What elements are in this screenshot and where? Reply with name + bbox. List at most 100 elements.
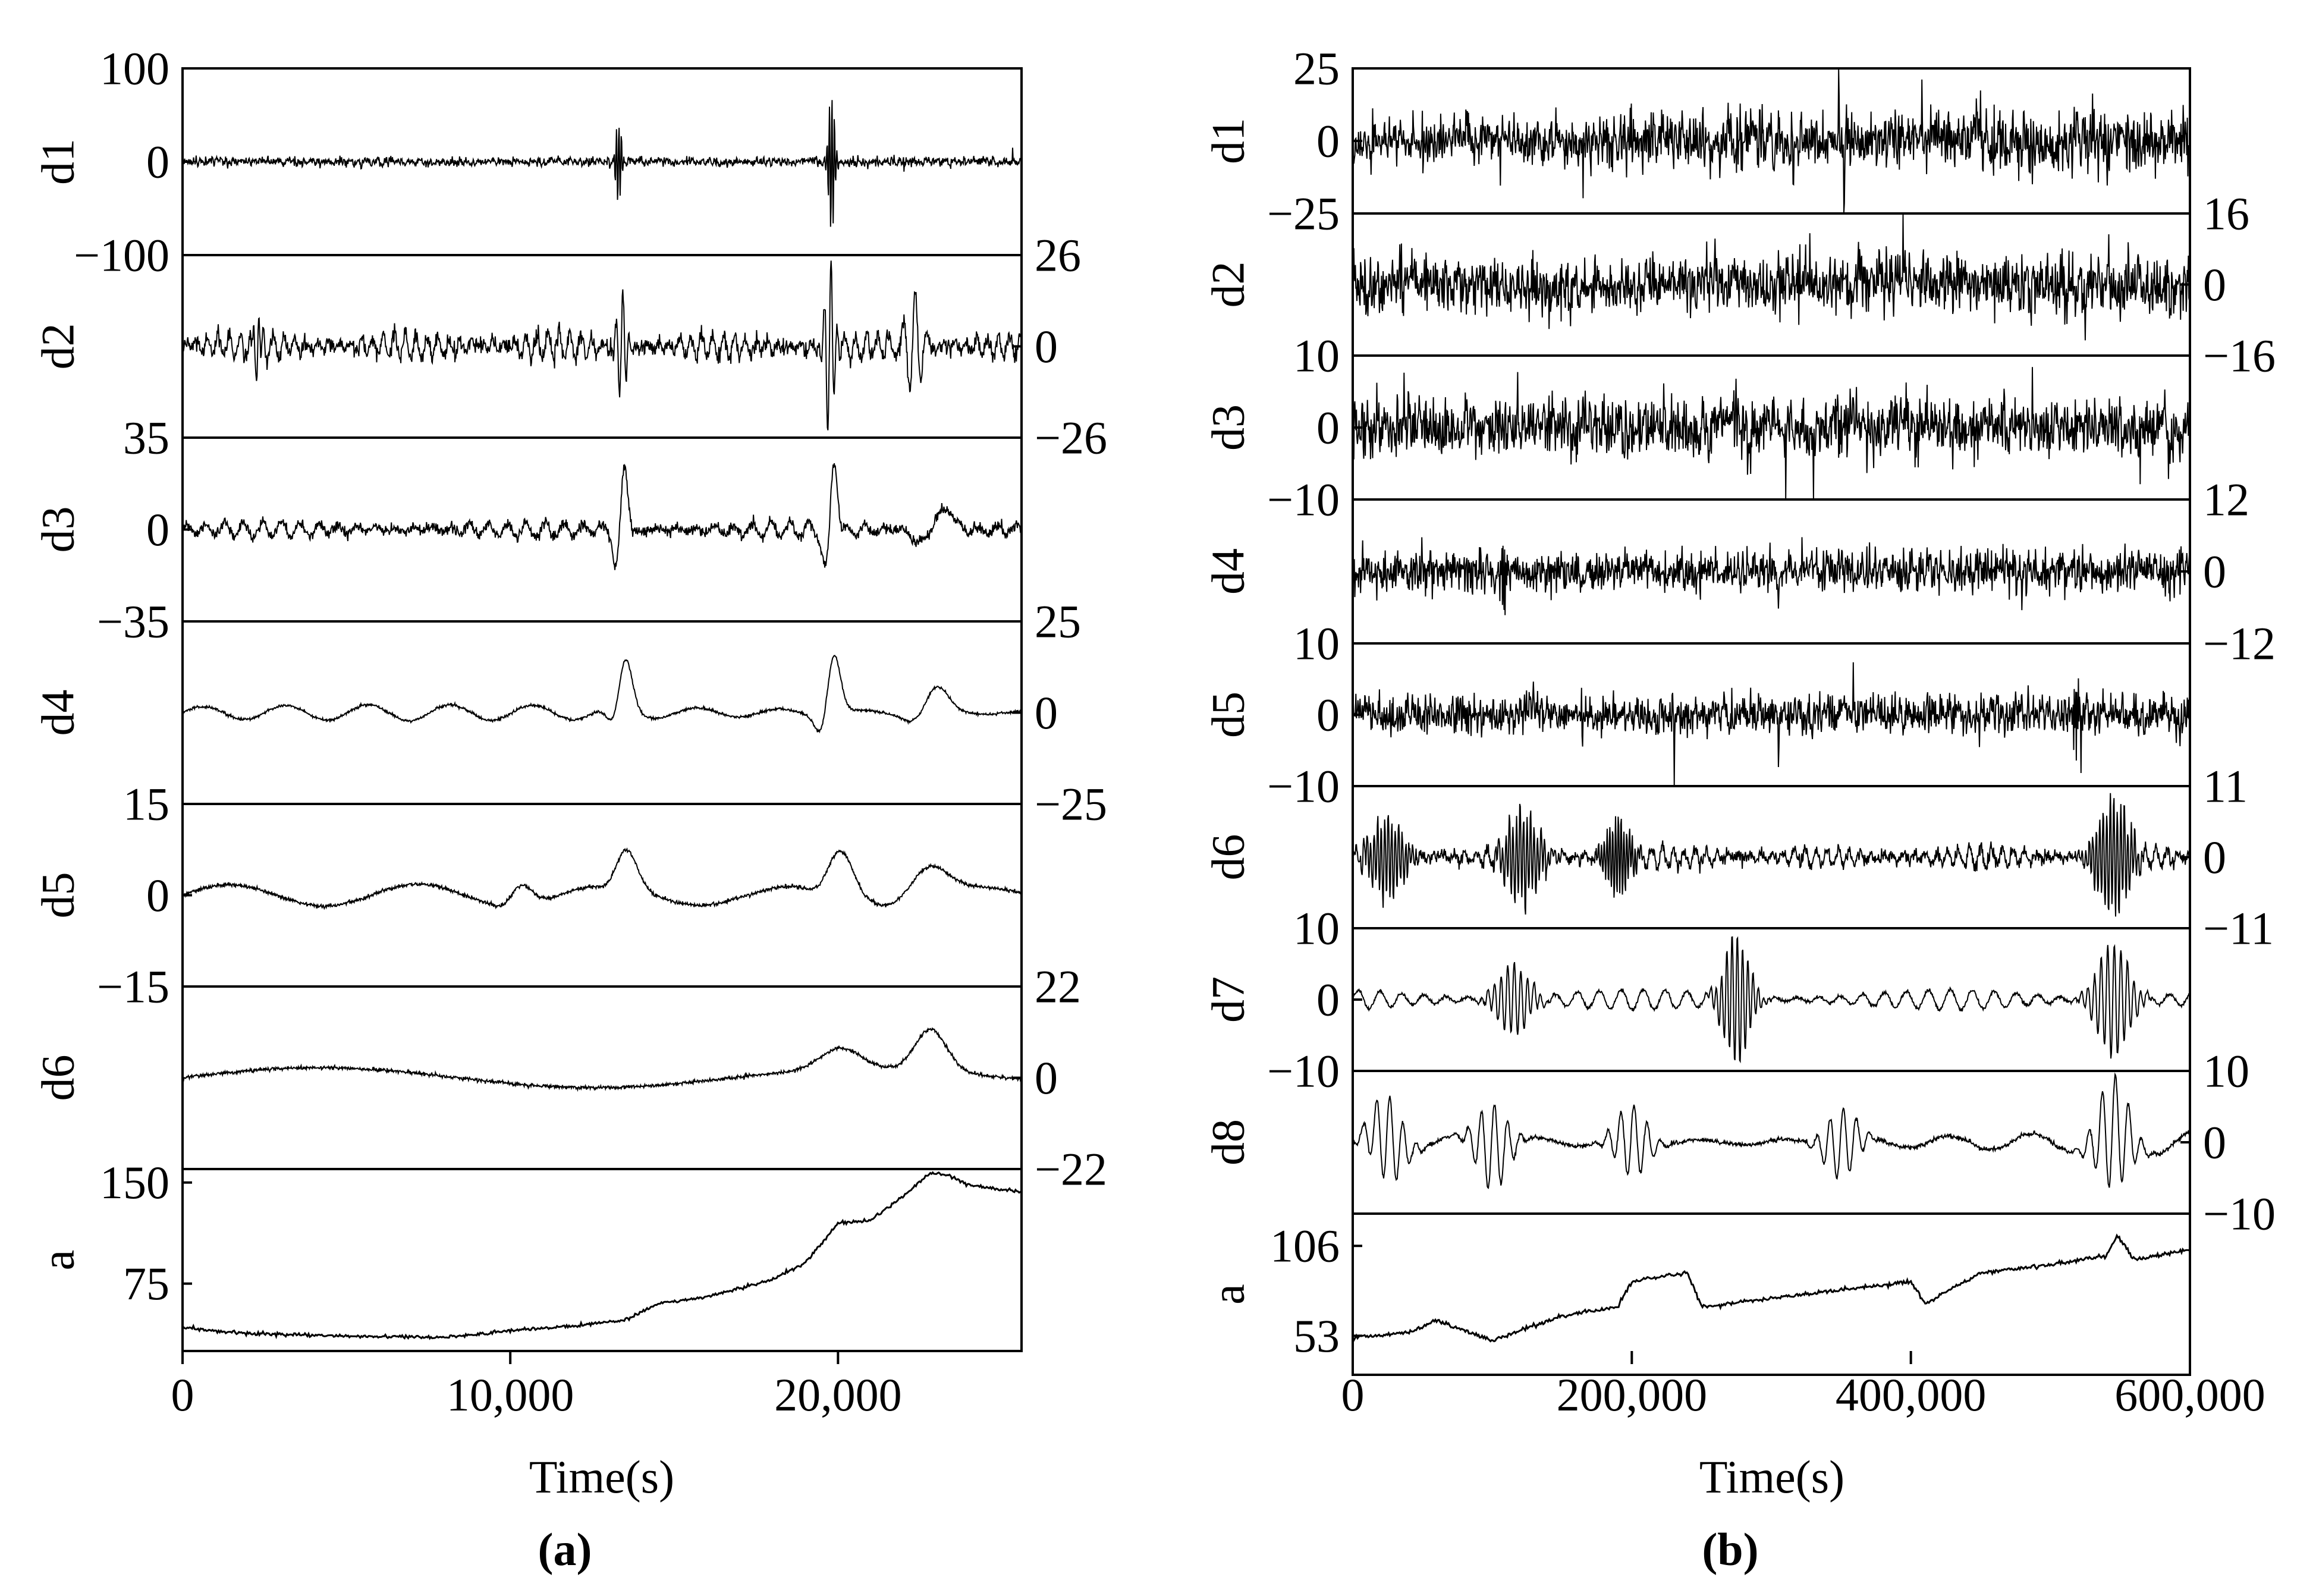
y-tick-label-d4: 0 (2203, 546, 2226, 598)
y-tick-label-d2: 16 (2203, 188, 2249, 240)
series-label-d4: d4 (1202, 548, 1254, 595)
y-tick-label-d1: −25 (1267, 188, 1340, 240)
series-label-a: a (1202, 1284, 1254, 1305)
y-tick-label-d1: 0 (146, 136, 169, 188)
subplot-d1: d1 100 0 −100 (32, 43, 1023, 281)
y-tick-label-d6: 0 (2203, 831, 2226, 883)
series-label-d8: d8 (1202, 1119, 1254, 1165)
panel-b: d1 25 0 −25 d2 16 0 −16 d3 10 0 −10 d4 12 0 −12 d5 10 0 −10… (1202, 43, 2276, 1421)
y-tick-label-d3: 0 (1316, 402, 1340, 454)
y-tick-label-d1: 100 (100, 43, 169, 95)
x-tick-label: 20,000 (774, 1369, 902, 1421)
series-line-d6 (182, 1027, 1022, 1092)
y-tick-label-a: 150 (100, 1157, 169, 1208)
subplot-d4: d4 25 0 −25 (32, 596, 1108, 830)
x-axis-b: 0 200,000 400,000 600,000 (1341, 1351, 2265, 1421)
panel-b-xlabel: Time(s) (1699, 1451, 1844, 1503)
y-tick-label-d8: 0 (2203, 1117, 2226, 1168)
y-tick-label-d3: 35 (123, 412, 169, 464)
x-tick-label: 0 (171, 1369, 194, 1421)
y-tick-label-d2: −16 (2203, 330, 2276, 382)
series-label-d1: d1 (1202, 118, 1254, 164)
series-label-d6: d6 (1202, 834, 1254, 881)
y-tick-label-d8: −10 (2203, 1188, 2276, 1240)
subplot-d6: d6 11 0 −11 (1202, 761, 2274, 954)
subplot-a: a 106 53 (1202, 1212, 2191, 1376)
subplot-d3: d3 35 0 −35 (32, 412, 1023, 648)
y-tick-label-d3: −35 (97, 596, 169, 648)
series-label-d5: d5 (1202, 692, 1254, 738)
series-line-d4 (1352, 537, 2191, 615)
series-label-d4: d4 (32, 690, 84, 736)
y-tick-label-a: 53 (1293, 1310, 1340, 1362)
subplot-frame (181, 803, 1023, 988)
y-tick-label-d5: 15 (123, 778, 169, 830)
y-tick-label-d4: −12 (2203, 618, 2276, 670)
y-tick-label-d5: −10 (1267, 761, 1340, 812)
subplot-d6: d6 22 0 −22 (32, 961, 1108, 1195)
series-line-d3 (1352, 367, 2191, 499)
y-tick-label-d2: −26 (1035, 412, 1107, 464)
y-tick-label-d5: 0 (1316, 689, 1340, 741)
series-line-d3 (182, 463, 1022, 570)
y-tick-label-d4: −25 (1035, 778, 1107, 830)
y-tick-label-d4: 25 (1035, 596, 1081, 648)
y-tick-label-d8: 10 (2203, 1045, 2249, 1097)
series-label-d3: d3 (1202, 404, 1254, 451)
series-line-a (1352, 1233, 2191, 1343)
series-line-d2 (182, 260, 1022, 431)
y-tick-label-d6: 0 (1035, 1052, 1058, 1104)
y-tick-label-d7: −10 (1267, 1045, 1340, 1097)
y-tick-label-d6: −11 (2203, 903, 2274, 954)
subplot-d2: d2 26 0 −26 (32, 230, 1108, 464)
series-label-d6: d6 (32, 1055, 84, 1101)
y-tick-label-d3: −10 (1267, 474, 1340, 526)
series-label-d1: d1 (32, 139, 84, 185)
series-line-d2 (1352, 214, 2191, 341)
y-tick-label-a: 75 (123, 1258, 169, 1309)
x-tick-label: 0 (1341, 1369, 1365, 1421)
subplot-d7: d7 10 0 −10 (1202, 903, 2191, 1097)
series-line-d5 (182, 847, 1022, 910)
subplot-frame (1352, 1212, 2191, 1376)
y-tick-label-d3: 0 (146, 504, 169, 555)
subplot-d4: d4 12 0 −12 (1202, 474, 2276, 670)
y-tick-label-d1: 0 (1316, 115, 1340, 167)
series-label-d5: d5 (32, 872, 84, 919)
series-line-a (181, 1171, 1022, 1340)
series-label-d2: d2 (32, 323, 84, 370)
series-line-d1 (182, 100, 1022, 227)
subplot-d3: d3 10 0 −10 (1202, 330, 2191, 526)
subplot-a: a 150 75 (32, 1157, 1023, 1352)
y-tick-label-d5: 10 (1293, 618, 1340, 670)
subplot-d5: d5 15 0 −15 (32, 778, 1023, 1013)
y-tick-label-d4: 0 (1035, 687, 1058, 739)
subplot-d1: d1 25 0 −25 (1202, 43, 2191, 240)
x-tick-label: 600,000 (2114, 1369, 2265, 1421)
x-tick-label: 200,000 (1557, 1369, 1708, 1421)
y-tick-label-d7: 0 (1316, 974, 1340, 1026)
x-tick-label: 400,000 (1836, 1369, 1987, 1421)
y-tick-label-d3: 10 (1293, 330, 1340, 382)
series-line-d5 (1352, 662, 2191, 786)
y-tick-label-d1: 25 (1293, 43, 1340, 95)
subplot-d8: d8 10 0 −10 (1202, 1045, 2276, 1240)
panel-a: d11000−100d2260−26d3350−35d4250−25d5150−… (32, 43, 1108, 1421)
y-tick-label-d1: −100 (74, 230, 169, 281)
x-axis-a: 0 10,000 20,000 (171, 1351, 902, 1421)
series-line-d1 (1352, 69, 2191, 213)
subplot-d2: d2 16 0 −16 (1202, 188, 2276, 382)
series-label-d7: d7 (1202, 976, 1254, 1023)
y-tick-label-d5: −15 (97, 961, 169, 1013)
y-tick-label-a: 106 (1270, 1220, 1340, 1272)
y-tick-label-d6: −22 (1035, 1143, 1107, 1195)
series-line-d6 (1352, 793, 2191, 917)
series-label-d2: d2 (1202, 262, 1254, 308)
y-tick-label-d5: 0 (146, 869, 169, 921)
series-line-d4 (182, 655, 1022, 734)
x-tick-label: 10,000 (447, 1369, 574, 1421)
y-tick-label-d2: 26 (1035, 230, 1081, 281)
panel-a-caption: (a) (538, 1523, 592, 1575)
y-tick-label-d6: 22 (1035, 961, 1081, 1013)
